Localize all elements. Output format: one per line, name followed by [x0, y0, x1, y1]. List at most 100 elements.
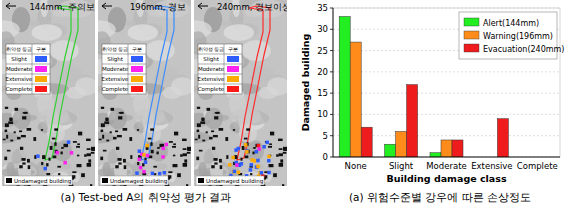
undamaged-building	[41, 162, 43, 165]
map-legend-header: 구분	[132, 46, 142, 52]
undamaged-building	[207, 108, 211, 111]
undamaged-building	[283, 147, 287, 151]
figure: 144mm, 주의보취약성 등급 구분 Slight Moderate Extensiv…	[0, 0, 572, 205]
undamaged-legend-box	[196, 176, 264, 185]
undamaged-building	[27, 128, 32, 131]
y-axis	[333, 8, 334, 157]
undamaged-building	[157, 147, 160, 149]
bar	[350, 42, 361, 157]
undamaged-building	[115, 165, 118, 168]
damaged-building	[232, 170, 236, 174]
map-legend-box	[102, 44, 146, 94]
undamaged-building	[279, 163, 283, 167]
map-legend-swatch	[131, 66, 143, 72]
map-legend-swatch	[35, 56, 47, 62]
damaged-building	[250, 163, 254, 167]
damaged-building	[144, 160, 148, 164]
undamaged-building	[42, 155, 45, 159]
undamaged-building	[268, 146, 272, 148]
map-legend-swatch	[227, 66, 239, 72]
map-legend-swatch	[131, 86, 143, 92]
bar	[385, 144, 396, 157]
undamaged-building	[183, 163, 187, 167]
undamaged-building	[187, 149, 191, 151]
terrain	[128, 24, 158, 41]
map-legend-label: Moderate	[198, 66, 225, 72]
terrain	[211, 136, 233, 160]
undamaged-building	[8, 121, 13, 124]
undamaged-building	[72, 171, 76, 173]
undamaged-building	[99, 139, 102, 141]
undamaged-building	[10, 140, 13, 142]
panel-title: 144mm, 주의보	[29, 2, 94, 12]
terrain	[205, 108, 223, 130]
undamaged-building	[184, 159, 187, 162]
undamaged-building	[182, 139, 187, 141]
undamaged-building	[180, 154, 183, 156]
undamaged-building	[53, 155, 57, 158]
undamaged-building	[9, 118, 12, 121]
undamaged-building	[101, 130, 104, 133]
undamaged-building	[183, 148, 187, 150]
undamaged-building	[253, 147, 256, 149]
damaged-building	[139, 166, 143, 170]
map-legend-row-line	[102, 84, 146, 85]
damaged-building	[235, 163, 239, 167]
undamaged-building	[49, 158, 51, 161]
undamaged-building	[61, 147, 64, 149]
bar	[497, 119, 508, 157]
map-legend-row-line	[6, 84, 50, 85]
legend-swatch	[464, 31, 479, 39]
map-legend-swatch	[227, 86, 239, 92]
damaged-building	[260, 171, 264, 175]
y-tick-label: 0	[323, 152, 328, 162]
x-axis-label: Building damage class	[386, 173, 506, 184]
map-legend-row-line	[198, 84, 242, 85]
undamaged-building	[57, 166, 61, 168]
undamaged-building	[276, 154, 279, 156]
map-panel: 196mm, 경보취약성 등급구분SlightModerateExtensive…	[98, 0, 191, 186]
map-legend-header: 구분	[228, 46, 238, 52]
map-legend-label: Slight	[107, 56, 124, 63]
undamaged-building	[86, 139, 91, 141]
terrain	[132, 161, 143, 177]
x-tick-label: Moderate	[426, 161, 466, 171]
map-legend-row-line	[102, 64, 146, 65]
undamaged-building	[241, 158, 243, 161]
undamaged-building	[169, 141, 173, 143]
undamaged-building	[102, 135, 104, 139]
damaged-building	[262, 145, 266, 149]
undamaged-building	[244, 138, 248, 140]
undamaged-building	[137, 129, 139, 131]
damaged-building	[151, 172, 155, 176]
map-legend-header: 취약성 등급	[6, 46, 33, 52]
map-legend-label: Complete	[198, 86, 225, 93]
undamaged-building	[279, 153, 283, 156]
undamaged-building	[41, 129, 43, 131]
undamaged-building	[15, 108, 19, 111]
damaged-building	[138, 158, 142, 162]
map-legend-row-line	[102, 54, 146, 55]
map-legend-row-line	[198, 64, 242, 65]
undamaged-building	[209, 137, 213, 140]
undamaged-building	[177, 173, 181, 177]
undamaged-building	[213, 135, 218, 137]
damaged-building	[146, 154, 150, 158]
x-tick-label: Extensive	[471, 161, 512, 171]
map-legend-label: Moderate	[102, 66, 129, 72]
map-legend-swatch	[35, 86, 47, 92]
undamaged-building	[4, 157, 7, 161]
undamaged-building	[187, 147, 191, 151]
map-legend-swatch	[227, 56, 239, 62]
undamaged-building	[250, 173, 252, 175]
undamaged-building	[73, 141, 77, 143]
map-legend-label: Complete	[6, 86, 33, 93]
undamaged-building	[118, 116, 122, 119]
grid-line	[333, 157, 560, 158]
undamaged-building	[148, 138, 152, 140]
map-legend-box	[198, 44, 242, 94]
undamaged-building	[100, 157, 103, 161]
undamaged-building	[105, 118, 108, 121]
undamaged-building	[87, 163, 91, 167]
north-arrow	[102, 3, 112, 9]
